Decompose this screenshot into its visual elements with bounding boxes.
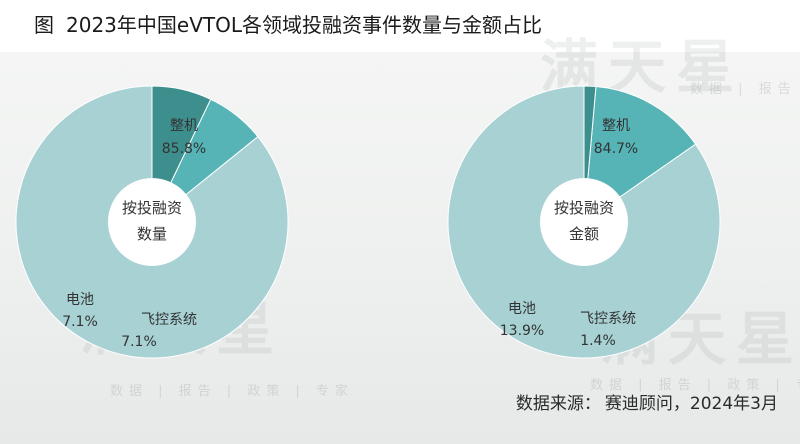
title-text: 2023年中国eVTOL各领域投融资事件数量与金额占比 [66,13,542,37]
slice-name-label: 电池 [508,301,536,317]
slice-name-label: 飞控系统 [141,312,197,328]
slice-name-label: 整机 [170,118,198,134]
slice-value-label: 1.4% [580,333,616,349]
page-title: 图 2023年中国eVTOL各领域投融资事件数量与金额占比 [34,9,542,38]
data-source: 数据来源： 赛迪顾问，2024年3月 [516,389,778,414]
pie-center [108,178,196,266]
slice-name-label: 电池 [66,292,94,308]
slice-value-label: 7.1% [121,334,157,350]
pie-center [540,178,628,266]
center-label: 数量 [137,225,167,243]
center-label: 金额 [569,225,599,243]
title-prefix: 图 [34,13,54,37]
watermark-subtitle: 数据 | 报告 | 政策 | 专家 [690,82,800,97]
center-label: 按投融资 [122,199,182,217]
center-label: 按投融资 [554,199,614,217]
slice-name-label: 飞控系统 [580,311,636,327]
source-label: 数据来源： [515,394,601,414]
watermark-subtitle: 数据 | 报告 | 政策 | 专家 [590,378,800,393]
slice-value-label: 7.1% [62,314,98,330]
watermark-subtitle: 数据 | 报告 | 政策 | 专家 [110,384,354,399]
slice-value-label: 85.8% [162,141,206,157]
slice-value-label: 13.9% [500,323,544,339]
source-text: 赛迪顾问，2024年3月 [604,394,778,414]
slice-name-label: 整机 [602,118,630,134]
slice-value-label: 84.7% [594,141,638,157]
